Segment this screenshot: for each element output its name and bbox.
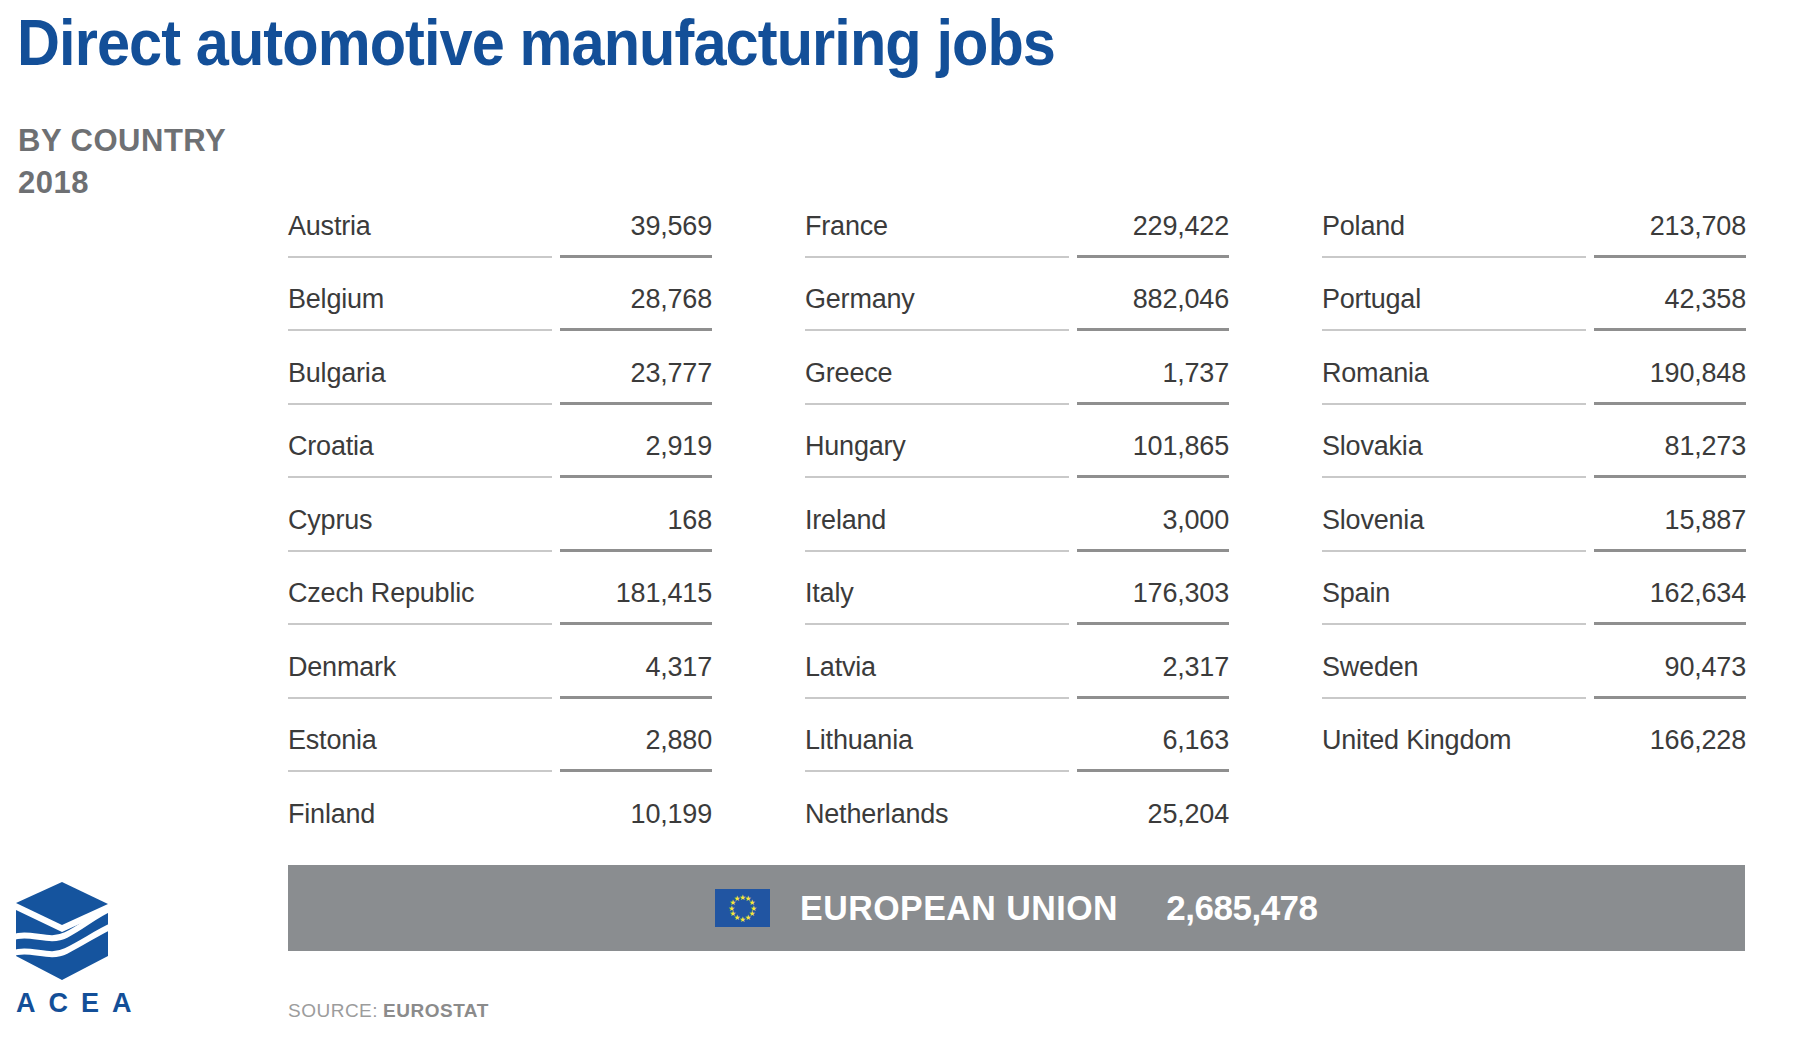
country-value: 2,880	[560, 725, 712, 772]
country-label: Sweden	[1322, 652, 1586, 699]
country-value: 25,204	[1077, 799, 1229, 846]
table-row: Germany882,046	[805, 258, 1229, 332]
country-value: 1,737	[1077, 358, 1229, 405]
eu-total-value: 2,685,478	[1166, 888, 1317, 928]
table-row: Finland10,199	[288, 772, 712, 846]
table-row: Slovakia81,273	[1322, 405, 1746, 479]
table-row: Netherlands25,204	[805, 772, 1229, 846]
country-value: 176,303	[1077, 578, 1229, 625]
country-value: 39,569	[560, 211, 712, 258]
country-value: 42,358	[1594, 284, 1746, 331]
table-row: United Kingdom166,228	[1322, 699, 1746, 773]
acea-logo-icon	[12, 880, 112, 986]
page-title: Direct automotive manufacturing jobs	[17, 6, 1055, 80]
country-label: Romania	[1322, 358, 1586, 405]
table-row: Denmark4,317	[288, 625, 712, 699]
country-label: Spain	[1322, 578, 1586, 625]
table-column: Poland213,708Portugal42,358Romania190,84…	[1322, 184, 1746, 846]
country-label: Denmark	[288, 652, 552, 699]
country-value: 90,473	[1594, 652, 1746, 699]
country-value: 6,163	[1077, 725, 1229, 772]
source-line: SOURCE:EUROSTAT	[288, 1000, 489, 1022]
country-value: 2,919	[560, 431, 712, 478]
table-row: Lithuania6,163	[805, 699, 1229, 773]
country-label: Greece	[805, 358, 1069, 405]
eu-total-label: EUROPEAN UNION	[800, 888, 1118, 928]
country-value: 162,634	[1594, 578, 1746, 625]
subtitle: BY COUNTRY 2018	[18, 120, 226, 204]
table-row: Latvia2,317	[805, 625, 1229, 699]
country-label: Slovenia	[1322, 505, 1586, 552]
table-row: Slovenia15,887	[1322, 478, 1746, 552]
country-value: 3,000	[1077, 505, 1229, 552]
country-label: Netherlands	[805, 799, 1069, 846]
country-label: Ireland	[805, 505, 1069, 552]
eu-total-bar: ★★★★★★★★★★★★ EUROPEAN UNION 2,685,478	[288, 865, 1745, 951]
country-label: Lithuania	[805, 725, 1069, 772]
country-value: 213,708	[1594, 211, 1746, 258]
eu-flag-star: ★	[734, 894, 741, 903]
infographic-canvas: Direct automotive manufacturing jobs BY …	[0, 0, 1800, 1049]
country-label: Belgium	[288, 284, 552, 331]
country-label: Bulgaria	[288, 358, 552, 405]
country-label: France	[805, 211, 1069, 258]
table-row: Croatia2,919	[288, 405, 712, 479]
country-label: Croatia	[288, 431, 552, 478]
country-label: Cyprus	[288, 505, 552, 552]
table-row: Ireland3,000	[805, 478, 1229, 552]
country-value: 23,777	[560, 358, 712, 405]
country-value: 190,848	[1594, 358, 1746, 405]
table-row: Cyprus168	[288, 478, 712, 552]
acea-logo: ACEA	[12, 880, 116, 1019]
country-label: Italy	[805, 578, 1069, 625]
table-row: Bulgaria23,777	[288, 331, 712, 405]
country-label: Hungary	[805, 431, 1069, 478]
country-table: Austria39,569Belgium28,768Bulgaria23,777…	[288, 184, 1747, 846]
country-label: Slovakia	[1322, 431, 1586, 478]
table-row: Spain162,634	[1322, 552, 1746, 626]
table-row: Sweden90,473	[1322, 625, 1746, 699]
country-value: 4,317	[560, 652, 712, 699]
subtitle-year: 2018	[18, 162, 226, 204]
acea-logo-text: ACEA	[12, 988, 116, 1019]
country-label: Poland	[1322, 211, 1586, 258]
table-row: Hungary101,865	[805, 405, 1229, 479]
country-value: 166,228	[1594, 725, 1746, 772]
country-value: 882,046	[1077, 284, 1229, 331]
country-value: 81,273	[1594, 431, 1746, 478]
table-row: Austria39,569	[288, 184, 712, 258]
table-row: Czech Republic181,415	[288, 552, 712, 626]
country-value: 168	[560, 505, 712, 552]
table-row: Italy176,303	[805, 552, 1229, 626]
table-row: Portugal42,358	[1322, 258, 1746, 332]
country-label: Germany	[805, 284, 1069, 331]
table-row: Romania190,848	[1322, 331, 1746, 405]
source-prefix: SOURCE:	[288, 1000, 378, 1021]
country-label: United Kingdom	[1322, 725, 1586, 772]
source-name: EUROSTAT	[383, 1000, 489, 1021]
country-value: 10,199	[560, 799, 712, 846]
table-row: Greece1,737	[805, 331, 1229, 405]
table-row: Poland213,708	[1322, 184, 1746, 258]
country-label: Czech Republic	[288, 578, 552, 625]
country-value: 28,768	[560, 284, 712, 331]
country-label: Finland	[288, 799, 552, 846]
country-value: 101,865	[1077, 431, 1229, 478]
subtitle-by-country: BY COUNTRY	[18, 120, 226, 162]
eu-flag-icon: ★★★★★★★★★★★★	[715, 889, 770, 927]
country-label: Latvia	[805, 652, 1069, 699]
table-row: Estonia2,880	[288, 699, 712, 773]
table-column: France229,422Germany882,046Greece1,737Hu…	[805, 184, 1229, 846]
country-label: Estonia	[288, 725, 552, 772]
country-label: Austria	[288, 211, 552, 258]
country-value: 229,422	[1077, 211, 1229, 258]
country-value: 15,887	[1594, 505, 1746, 552]
country-value: 2,317	[1077, 652, 1229, 699]
table-row: Belgium28,768	[288, 258, 712, 332]
country-label: Portugal	[1322, 284, 1586, 331]
table-row: France229,422	[805, 184, 1229, 258]
country-value: 181,415	[560, 578, 712, 625]
table-column: Austria39,569Belgium28,768Bulgaria23,777…	[288, 184, 712, 846]
